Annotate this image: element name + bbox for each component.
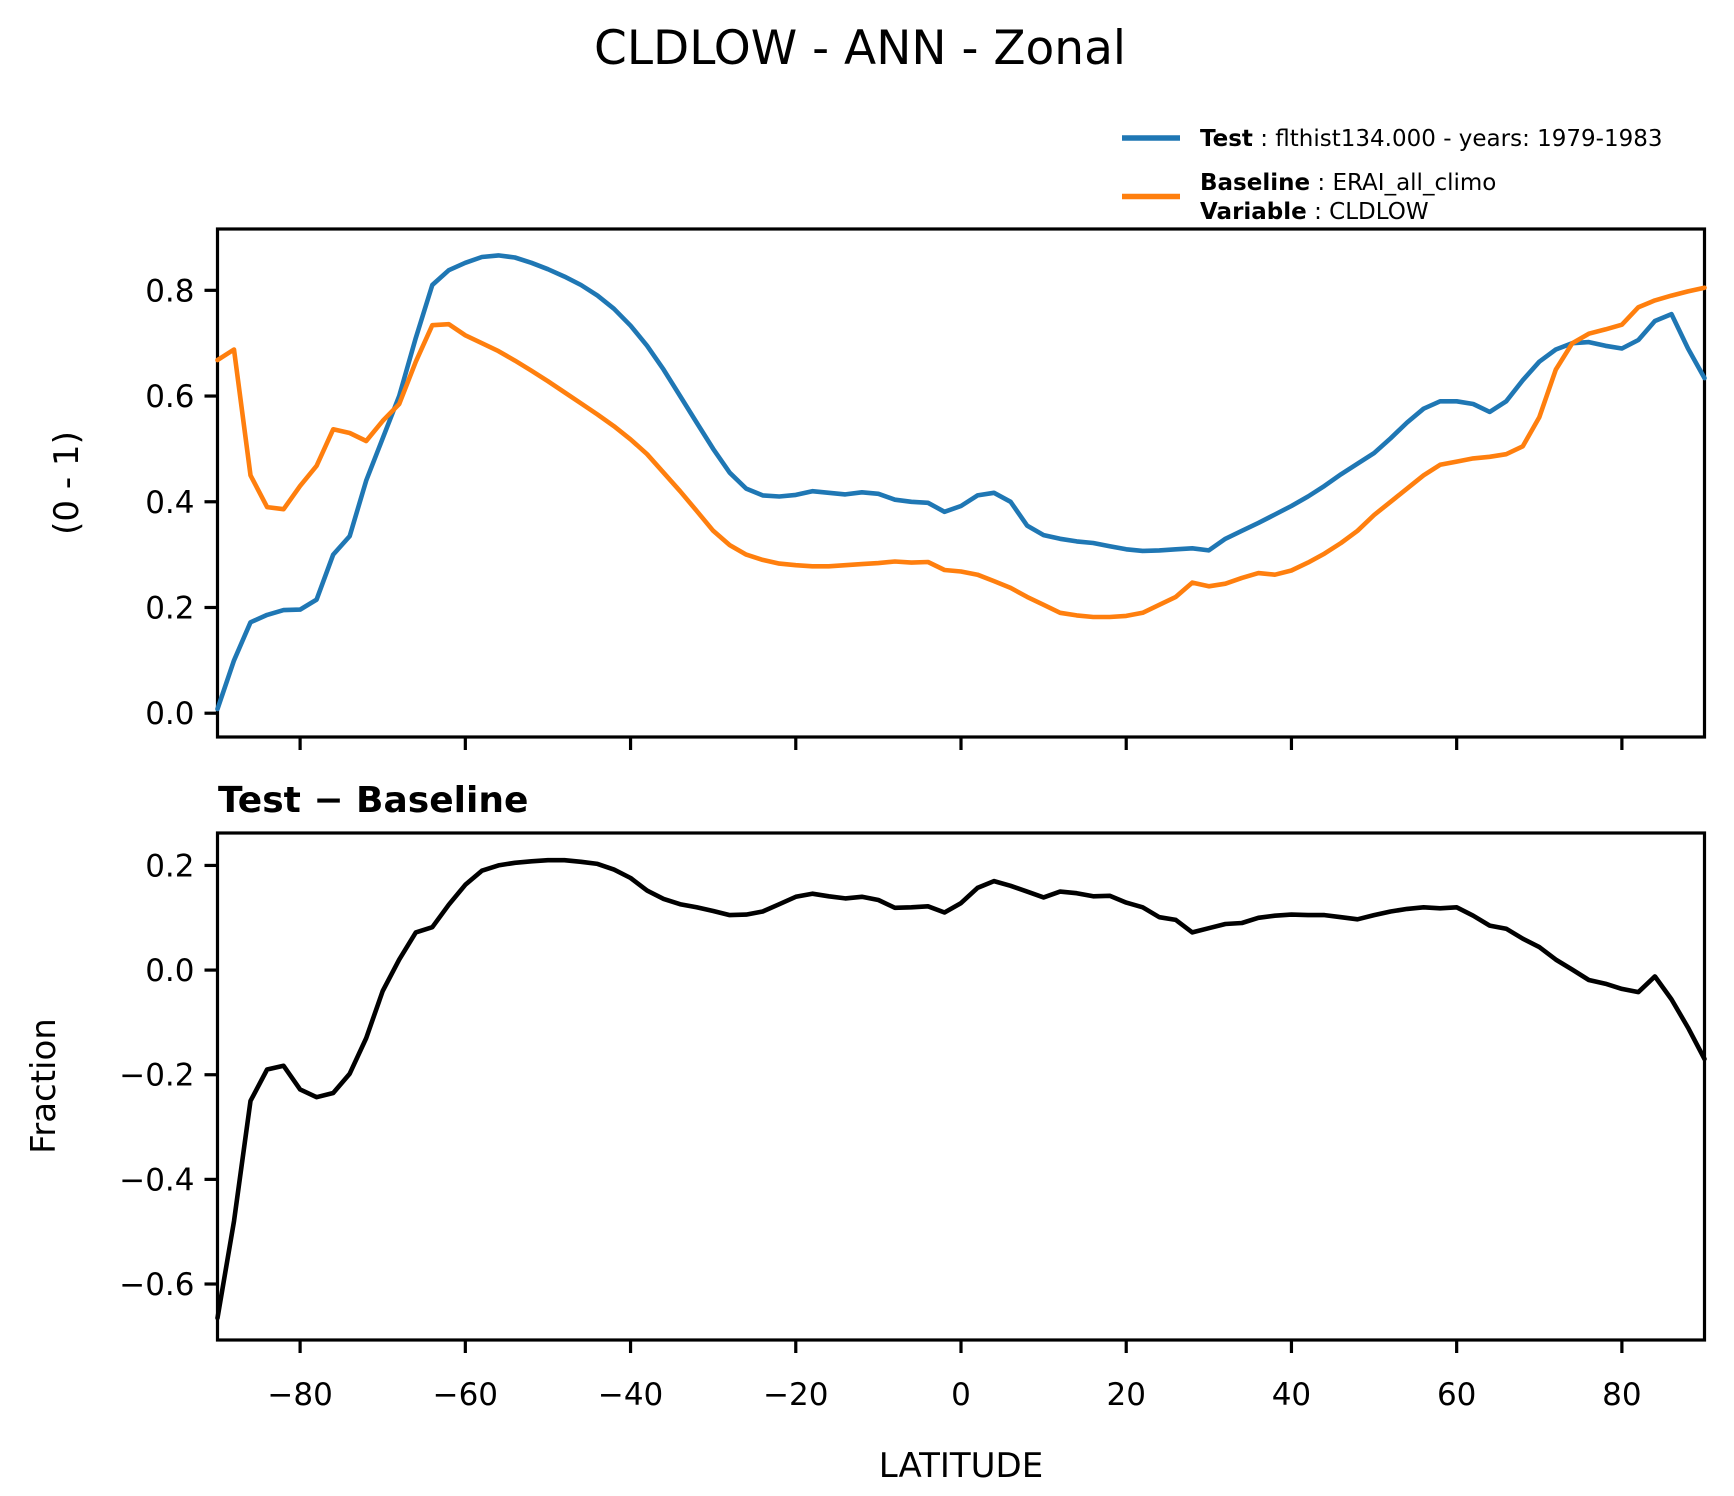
- x-tick-label: −20: [763, 1377, 828, 1413]
- x-tick-label: 80: [1602, 1377, 1641, 1413]
- x-tick-label: 40: [1272, 1377, 1311, 1413]
- legend-label-test-0: Test : flthist134.000 - years: 1979-1983: [1200, 126, 1663, 152]
- x-tick-label: 60: [1437, 1377, 1476, 1413]
- x-tick-label: 20: [1106, 1377, 1145, 1413]
- axes-frame: [215, 227, 1707, 739]
- y-tick-label: 0.6: [145, 379, 194, 415]
- x-tick-label: 0: [951, 1377, 971, 1413]
- bottom-panel-series: [215, 857, 1707, 1321]
- y-tick-label: 0.2: [145, 848, 194, 884]
- series-line-test: [215, 253, 1707, 712]
- bottom-panel-axes: 0.2 0.0 −0.2 −0.4 −0.6 −80 −60 −40 −20 0 20 40 60 80: [119, 831, 1707, 1413]
- y-tick-label: 0.2: [145, 590, 194, 626]
- legend: Test : flthist134.000 - years: 1979-1983…: [1122, 126, 1663, 225]
- axes-frame: [215, 831, 1707, 1342]
- top-panel-axes: 0.0 0.2 0.4 0.6 0.8: [145, 227, 1707, 750]
- y-tick-label: −0.4: [119, 1162, 194, 1198]
- figure-title: CLDLOW - ANN - Zonal: [594, 21, 1126, 76]
- y-tick-label: −0.2: [119, 1058, 194, 1094]
- series-line-baseline: [215, 285, 1707, 620]
- y-tick-label: 0.0: [145, 696, 194, 732]
- bottom-panel-title: Test − Baseline: [218, 780, 528, 821]
- bottom-y-axis-label: Fraction: [24, 1018, 64, 1154]
- legend-label-baseline-1: Variable : CLDLOW: [1200, 199, 1429, 225]
- y-tick-label: −0.6: [119, 1267, 194, 1303]
- y-tick-label: 0.4: [145, 485, 194, 521]
- top-panel-series: [215, 253, 1707, 712]
- series-line-test-baseline: [215, 857, 1707, 1321]
- top-y-axis-label: (0 - 1): [47, 431, 87, 535]
- x-tick-label: −80: [267, 1377, 332, 1413]
- legend-label-baseline-0: Baseline : ERAI_all_climo: [1200, 170, 1496, 196]
- x-tick-label: −60: [433, 1377, 498, 1413]
- y-tick-label: 0.8: [145, 273, 194, 309]
- x-tick-label: −40: [598, 1377, 663, 1413]
- y-tick-label: 0.0: [145, 953, 194, 989]
- x-axis-label: LATITUDE: [879, 1446, 1043, 1486]
